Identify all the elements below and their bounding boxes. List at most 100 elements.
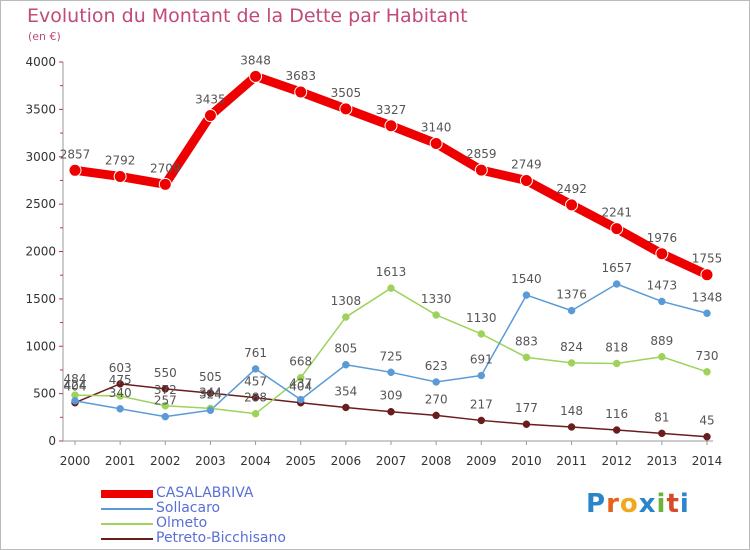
data-point-petreto-bicchisano [206,389,215,397]
data-label-petreto-bicchisano: 404 [64,380,87,394]
data-point-sollacaro [251,365,260,373]
data-point-sollacaro [296,395,305,404]
data-point-sollacaro [161,412,170,421]
legend-swatch-petreto-bicchisano [101,538,153,540]
y-tick-label: 2000 [25,245,56,259]
data-point-sollacaro [432,378,440,386]
data-label-olmeto: 288 [244,391,267,405]
data-point-sollacaro [116,405,124,413]
data-point-casalabriva [610,222,624,236]
data-label-petreto-bicchisano: 148 [560,404,583,418]
x-tick-label: 2000 [60,454,91,468]
x-tick-label: 2012 [601,454,632,468]
data-point-olmeto [251,409,260,418]
data-label-olmeto: 730 [696,349,719,363]
data-label-olmeto: 1330 [421,292,452,306]
legend-item-casalabriva: CASALABRIVA [101,485,361,502]
x-tick-label: 2011 [556,454,587,468]
y-tick-label: 3500 [25,102,56,116]
data-label-sollacaro: 691 [470,353,493,367]
data-point-petreto-bicchisano [522,420,531,428]
logo-letter: P [586,489,607,519]
data-point-casalabriva [249,69,263,83]
data-point-casalabriva [384,119,398,133]
data-label-casalabriva: 3435 [195,93,226,107]
data-label-olmeto: 475 [109,373,132,387]
data-point-olmeto [387,284,395,292]
x-tick-label: 2005 [285,454,316,468]
legend-swatch-casalabriva [101,490,153,498]
data-label-petreto-bicchisano: 603 [109,361,132,375]
legend-item-olmeto: Olmeto [101,515,361,532]
data-point-petreto-bicchisano [387,407,395,416]
data-point-casalabriva [474,163,488,177]
x-tick-label: 2004 [240,454,271,468]
data-point-sollacaro [477,371,486,380]
data-point-petreto-bicchisano [612,426,621,434]
legend-label-sollacaro: Sollacaro [156,500,221,516]
logo-letter: t [666,489,680,519]
data-label-petreto-bicchisano: 116 [605,407,628,421]
data-point-casalabriva [655,247,669,261]
data-point-olmeto [567,359,576,367]
data-label-petreto-bicchisano: 217 [470,397,493,411]
y-tick-label: 4000 [25,55,56,69]
data-point-olmeto [522,353,531,362]
data-point-sollacaro [703,309,711,318]
data-label-petreto-bicchisano: 81 [654,410,669,424]
data-label-olmeto: 824 [560,340,583,354]
data-label-casalabriva: 2857 [60,147,91,161]
data-point-sollacaro [612,280,621,288]
data-label-sollacaro: 324 [199,387,222,401]
data-point-petreto-bicchisano [658,429,666,438]
data-point-petreto-bicchisano [342,403,350,412]
x-tick-label: 2008 [421,454,452,468]
data-label-casalabriva: 1755 [692,252,723,266]
data-label-petreto-bicchisano: 45 [699,414,714,428]
data-label-petreto-bicchisano: 270 [425,392,448,406]
data-label-olmeto: 818 [605,340,628,354]
data-label-olmeto: 889 [650,334,673,348]
y-tick-label: 1000 [25,339,56,353]
data-label-olmeto: 668 [289,355,312,369]
data-point-casalabriva [158,177,172,191]
data-label-casalabriva: 3140 [421,120,452,134]
data-point-olmeto [116,392,124,400]
series-points [68,69,714,441]
data-labels: 2857 2792 2709 3435 3848 3683 3505 3327 3140 2859… [60,53,723,427]
data-label-sollacaro: 761 [244,346,267,360]
data-point-casalabriva [700,268,714,282]
y-tick-label: 3000 [25,150,56,164]
y-tick-label: 500 [33,387,56,401]
logo-letter: x [638,489,657,519]
data-label-petreto-bicchisano: 457 [244,375,267,389]
data-point-olmeto [296,373,305,382]
data-label-olmeto: 1308 [331,294,362,308]
x-tick-label: 2009 [466,454,497,468]
legend-label-petreto-bicchisano: Petreto-Bicchisano [156,530,286,546]
x-tick-label: 2001 [105,454,136,468]
data-point-sollacaro [71,397,79,405]
x-tick-label: 2010 [511,454,542,468]
chart-subtitle: (en €) [28,30,61,43]
data-label-casalabriva: 3683 [285,69,316,83]
data-label-sollacaro: 1540 [511,272,542,286]
data-point-casalabriva [429,136,443,150]
data-label-petreto-bicchisano: 505 [199,370,222,384]
data-point-olmeto [432,311,440,319]
data-label-petreto-bicchisano: 354 [334,384,357,398]
data-label-sollacaro: 1657 [601,261,632,275]
data-point-sollacaro [522,291,531,299]
chart-axes: 0 500 1000 1500 2000 2500 3000 3500 4000 2000 2001… [25,55,722,468]
x-tick-label: 2003 [195,454,226,468]
y-tick-label: 0 [48,434,56,448]
data-label-sollacaro: 805 [334,342,357,356]
legend-swatch-olmeto [101,523,153,525]
logo-letter: r [606,489,620,519]
data-label-sollacaro: 424 [64,378,87,392]
data-label-casalabriva: 2492 [556,182,587,196]
data-label-sollacaro: 623 [425,359,448,373]
y-tick-label: 1500 [25,292,56,306]
data-point-petreto-bicchisano [161,385,170,393]
